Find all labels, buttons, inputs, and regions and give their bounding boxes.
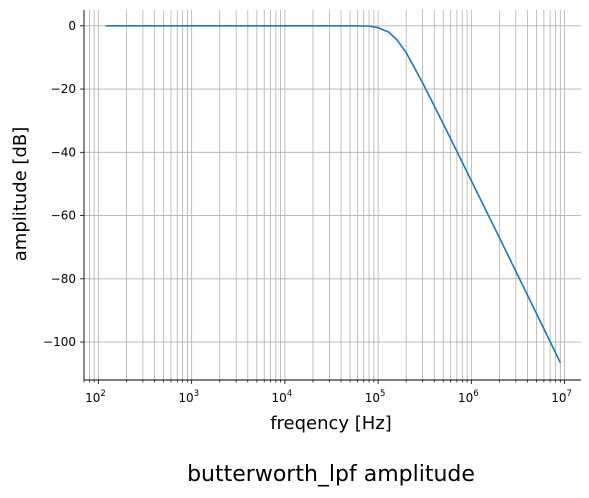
x-tick-label: 105 xyxy=(365,389,386,405)
y-tick-label: −80 xyxy=(51,272,76,286)
x-axis-ticks: 102 103 104 105 106 107 xyxy=(83,380,572,405)
y-tick-label: 0 xyxy=(68,19,76,33)
axes-spines xyxy=(83,10,581,381)
major-gridlines xyxy=(84,10,581,380)
chart-title: butterworth_lpf amplitude xyxy=(187,462,475,487)
series-line xyxy=(105,25,562,363)
y-tick-label: −20 xyxy=(51,82,76,96)
x-tick-label: 106 xyxy=(458,389,479,405)
y-tick-label: −100 xyxy=(43,335,76,349)
x-tick-label: 104 xyxy=(272,389,293,405)
y-tick-label: −60 xyxy=(51,209,76,223)
y-axis-ticks: 0 −20 −40 −60 −80 −100 xyxy=(43,19,84,349)
x-axis-label: freqency [Hz] xyxy=(270,413,392,434)
x-tick-label: 102 xyxy=(85,389,106,405)
y-tick-label: −40 xyxy=(51,145,76,159)
y-axis-label: amplitude [dB] xyxy=(10,127,31,262)
x-tick-label: 103 xyxy=(178,389,199,405)
x-tick-label: 107 xyxy=(551,389,572,405)
minor-gridlines xyxy=(83,10,561,380)
series-group xyxy=(105,25,562,363)
